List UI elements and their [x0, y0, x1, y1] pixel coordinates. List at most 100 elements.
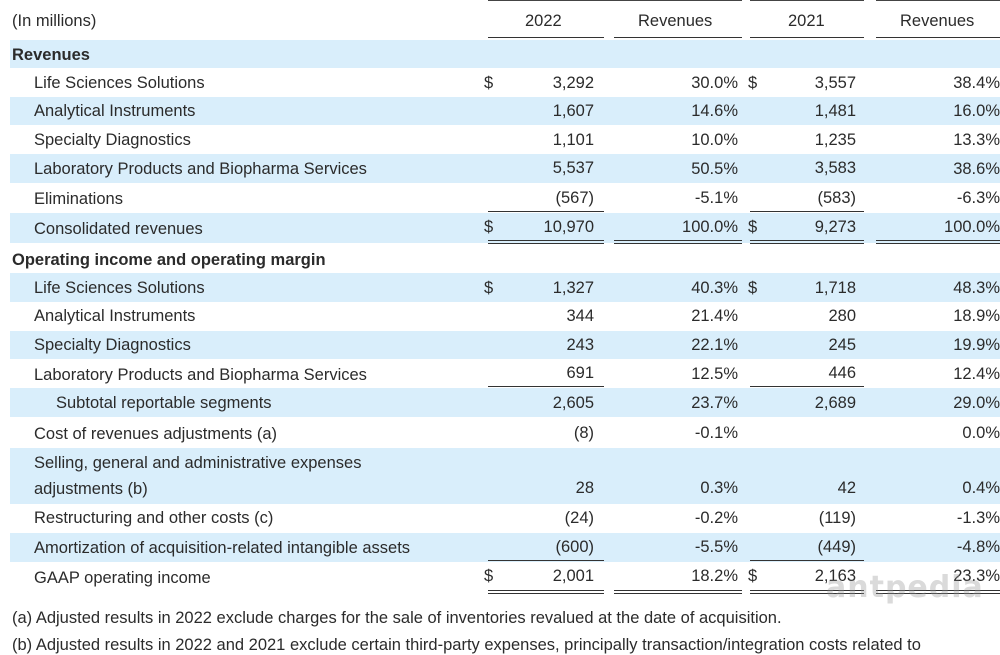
section-title-revenues: Revenues [12, 46, 90, 64]
value-2021: (119) [818, 509, 856, 527]
table-row: Restructuring and other costs (c) (24) -… [10, 504, 1000, 533]
value-2021: (449) [817, 538, 856, 556]
pct-2021: 0.4% [962, 479, 1000, 497]
row-label: Selling, general and administrative expe… [34, 454, 362, 472]
table-row: Life Sciences Solutions $ 3,292 30.0% $ … [10, 68, 1000, 97]
total-double-rule [614, 590, 742, 591]
value-2022: (24) [564, 509, 594, 527]
pct-2021: 0.0% [962, 424, 1000, 442]
dollar-sign: $ [484, 74, 494, 92]
col-2022: 2022 [525, 12, 562, 30]
pct-2022: -0.1% [694, 424, 738, 442]
dollar-sign: $ [484, 218, 494, 236]
value-2022: 28 [575, 479, 594, 497]
row-label: Specialty Diagnostics [34, 131, 191, 149]
dollar-sign: $ [484, 279, 494, 297]
table-row: Amortization of acquisition-related inta… [10, 533, 1000, 562]
table-row: Consolidated revenues $ 10,970 100.0% $ … [10, 213, 1000, 243]
value-2022: 1,101 [552, 131, 594, 149]
header-rule [488, 37, 604, 38]
units-label: (In millions) [12, 12, 97, 30]
row-label: Eliminations [34, 190, 123, 208]
pct-2021: 19.9% [953, 336, 1000, 354]
value-2021: 446 [828, 364, 856, 382]
value-2022: 691 [566, 364, 594, 382]
row-label: Laboratory Products and Biopharma Servic… [34, 160, 367, 178]
subtotal-rule [488, 560, 604, 561]
header-top-rule [876, 0, 1000, 1]
pct-2022: 23.7% [691, 394, 738, 412]
row-label: GAAP operating income [34, 569, 211, 587]
table-row: Subtotal reportable segments 2,605 23.7%… [10, 388, 1000, 417]
watermark-logo: antpedia [826, 570, 984, 605]
pct-2021: 100.0% [944, 218, 1000, 236]
value-2021: 2,689 [814, 394, 856, 412]
pct-2021: 29.0% [953, 394, 1000, 412]
section-title-row: Revenues [10, 40, 1000, 68]
table-row: Cost of revenues adjustments (a) (8) -0.… [10, 417, 1000, 448]
dollar-sign: $ [748, 74, 758, 92]
table-header: (In millions) 2022 Revenues 2021 Revenue… [0, 0, 1000, 38]
total-double-rule [614, 240, 742, 241]
pct-2021: -6.3% [956, 189, 1000, 207]
pct-2022: -5.5% [694, 538, 738, 556]
pct-2022: 10.0% [691, 131, 738, 149]
row-label: Amortization of acquisition-related inta… [34, 539, 411, 557]
value-2022: 1,607 [552, 102, 594, 120]
table-row: Analytical Instruments 1,607 14.6% 1,481… [10, 97, 1000, 125]
value-2021: 3,583 [814, 159, 856, 177]
subtotal-rule [750, 211, 864, 212]
header-rule [876, 37, 1000, 38]
dollar-sign: $ [748, 567, 758, 585]
row-label: Cost of revenues adjustments (a) [34, 425, 278, 443]
pct-2021: 48.3% [953, 279, 1000, 297]
value-2022: (8) [573, 424, 594, 442]
pct-2021: -4.8% [956, 538, 1000, 556]
col-revenues-pct-2022: Revenues [638, 12, 713, 30]
total-double-rule [488, 590, 604, 591]
pct-2022: 14.6% [691, 102, 738, 120]
subtotal-rule [750, 386, 864, 387]
total-double-rule [614, 243, 742, 244]
pct-2022: 12.5% [691, 365, 738, 383]
pct-2022: 18.2% [691, 567, 738, 585]
pct-2022: 100.0% [682, 218, 738, 236]
total-double-rule [876, 593, 1000, 594]
section-title-operating: Operating income and operating margin [12, 251, 326, 269]
subtotal-rule [750, 560, 864, 561]
pct-2021: 38.4% [953, 74, 1000, 92]
pct-2022: 40.3% [691, 279, 738, 297]
value-2021: 1,235 [814, 131, 856, 149]
row-label: Analytical Instruments [34, 307, 196, 325]
value-2022: 344 [566, 307, 594, 325]
row-label: Laboratory Products and Biopharma Servic… [34, 366, 367, 384]
table-row: GAAP operating income $ 2,001 18.2% $ 2,… [10, 562, 1000, 592]
table-row: Specialty Diagnostics 1,101 10.0% 1,235 … [10, 125, 1000, 154]
total-double-rule [876, 240, 1000, 241]
row-label: Consolidated revenues [34, 220, 203, 238]
value-2022: 5,537 [552, 159, 594, 177]
value-2022: (600) [555, 538, 594, 556]
row-label: Specialty Diagnostics [34, 336, 191, 354]
row-label: Life Sciences Solutions [34, 279, 205, 297]
dollar-sign: $ [748, 279, 758, 297]
value-2022: 243 [566, 336, 594, 354]
pct-2022: 22.1% [691, 336, 738, 354]
value-2021: 1,718 [814, 279, 856, 297]
col-revenues-pct-2021: Revenues [900, 12, 975, 30]
total-double-rule [750, 593, 864, 594]
pct-2022: 0.3% [700, 479, 738, 497]
pct-2021: 38.6% [953, 160, 1000, 178]
row-label: Subtotal reportable segments [56, 394, 272, 412]
table-row: Laboratory Products and Biopharma Servic… [10, 154, 1000, 183]
total-double-rule [488, 243, 604, 244]
value-2022: 3,292 [552, 74, 594, 92]
header-top-rule [488, 0, 614, 1]
pct-2022: 21.4% [691, 307, 738, 325]
section-title-row: Operating income and operating margin [10, 245, 1000, 273]
row-label: Life Sciences Solutions [34, 74, 205, 92]
value-2021: 3,557 [814, 74, 856, 92]
header-top-rule [614, 0, 742, 1]
total-double-rule [488, 593, 604, 594]
